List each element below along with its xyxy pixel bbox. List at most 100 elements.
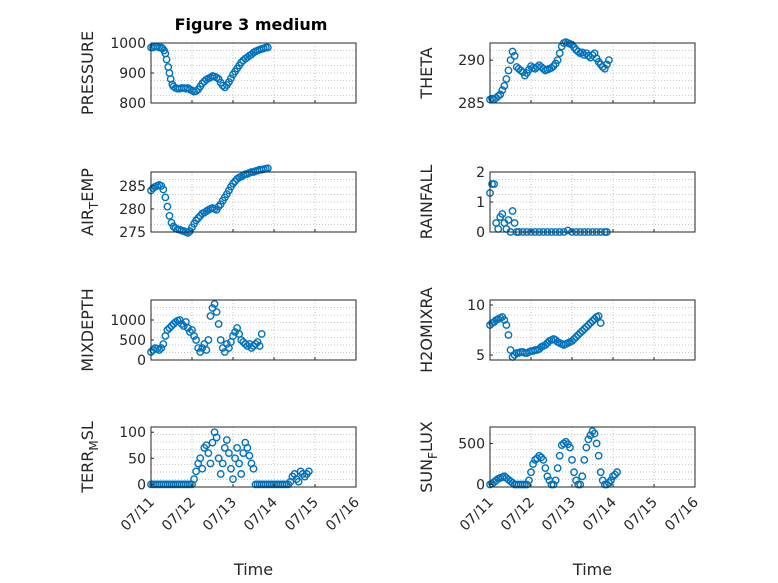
x-axis-label: Time: [233, 560, 273, 579]
y-axis-label-main: SUN: [417, 459, 436, 493]
data-point: [155, 346, 164, 354]
data-point: [527, 468, 535, 477]
data-point: [539, 455, 548, 464]
y-tick-label: 0: [137, 353, 146, 369]
data-point: [596, 468, 605, 477]
data-point: [208, 304, 217, 312]
subplot-terr-msl: 0 50 100 07/11 07/12 07/13 07/14 07/15 07/16 Time…: [78, 421, 363, 579]
data-point: [490, 180, 498, 188]
data-point: [196, 454, 205, 463]
y-axis-label-subscript: M: [87, 440, 101, 450]
axes-frame: [150, 171, 357, 233]
data-point: [216, 470, 225, 478]
data-point: [257, 330, 266, 338]
y-tick-label: 1000: [110, 313, 146, 329]
data-point: [602, 60, 611, 69]
data-point: [553, 56, 562, 65]
data-point: [541, 464, 550, 472]
data-point: [159, 340, 168, 348]
data-point: [566, 443, 574, 452]
data-point: [192, 216, 201, 225]
data-point: [212, 308, 221, 316]
data-point: [586, 431, 595, 440]
data-point: [216, 336, 225, 344]
data-point: [607, 476, 615, 485]
data-point: [494, 92, 503, 101]
y-axis-label-subscript: T: [87, 201, 101, 210]
data-point: [582, 443, 591, 452]
data-point: [198, 344, 207, 352]
data-point: [506, 346, 515, 354]
data-point: [183, 229, 192, 237]
data-point: [609, 472, 617, 481]
data-point: [235, 459, 244, 468]
data-point: [190, 475, 198, 484]
data-point: [516, 66, 525, 75]
axes-frame: [489, 426, 696, 488]
data-point: [231, 454, 239, 463]
x-tick-label: 07/13: [200, 495, 240, 535]
data-point: [163, 202, 172, 211]
data-point: [214, 454, 223, 463]
data-point: [241, 340, 250, 348]
y-tick-label: 900: [119, 66, 146, 82]
y-tick-label: 290: [458, 53, 485, 69]
data-point: [570, 468, 578, 477]
data-point: [214, 202, 223, 211]
data-point: [564, 226, 572, 235]
data-point: [161, 193, 170, 202]
subplot-pressure: 800 900 1000 PRESSURE: [78, 31, 357, 115]
data-point: [192, 467, 201, 476]
data-point: [165, 324, 174, 332]
axes-frame: [150, 426, 357, 488]
data-point: [206, 312, 215, 320]
data-point: [222, 340, 231, 348]
data-point: [159, 185, 168, 194]
data-point: [202, 346, 211, 354]
y-tick-label: 285: [458, 96, 485, 112]
data-point: [605, 56, 613, 65]
y-tick-label: 0: [137, 477, 146, 493]
data-point: [504, 331, 513, 339]
x-tick-label: 07/14: [580, 494, 620, 534]
data-point: [510, 351, 519, 359]
data-point: [592, 439, 601, 448]
y-tick-label: 280: [119, 202, 146, 218]
data-point: [580, 51, 589, 59]
y-tick-label: 10: [467, 298, 485, 314]
data-point: [596, 319, 605, 327]
x-tick-label: 07/11: [118, 495, 158, 535]
data-point: [204, 336, 213, 344]
x-tick-label: 07/12: [498, 495, 538, 535]
y-axis-label-suffix: LUX: [417, 421, 436, 452]
x-tick-label: 07/14: [241, 494, 281, 534]
y-axis-label: PRESSURE: [78, 31, 97, 115]
data-point: [578, 472, 587, 481]
data-point: [576, 329, 585, 337]
subplot-air-temp: 275 280 285 AIRTEMP: [78, 164, 357, 241]
data-point: [602, 480, 611, 489]
axes-frame: [489, 42, 696, 104]
data-point: [218, 81, 227, 90]
data-point: [504, 216, 513, 224]
data-point: [233, 443, 242, 452]
data-point: [212, 433, 221, 442]
data-point: [547, 63, 556, 72]
data-point: [543, 472, 552, 481]
data-point: [249, 464, 258, 473]
data-point: [576, 480, 585, 489]
y-tick-label: 500: [458, 436, 485, 452]
data-point: [582, 323, 591, 331]
data-point: [590, 429, 599, 438]
x-axis-label: Time: [572, 560, 612, 579]
data-point: [559, 439, 568, 448]
data-point: [237, 336, 246, 344]
data-point: [494, 225, 503, 233]
x-tick-label: 07/16: [323, 494, 363, 534]
data-point: [227, 74, 235, 83]
data-point: [568, 337, 576, 345]
data-point: [165, 211, 174, 220]
data-point: [177, 320, 186, 328]
